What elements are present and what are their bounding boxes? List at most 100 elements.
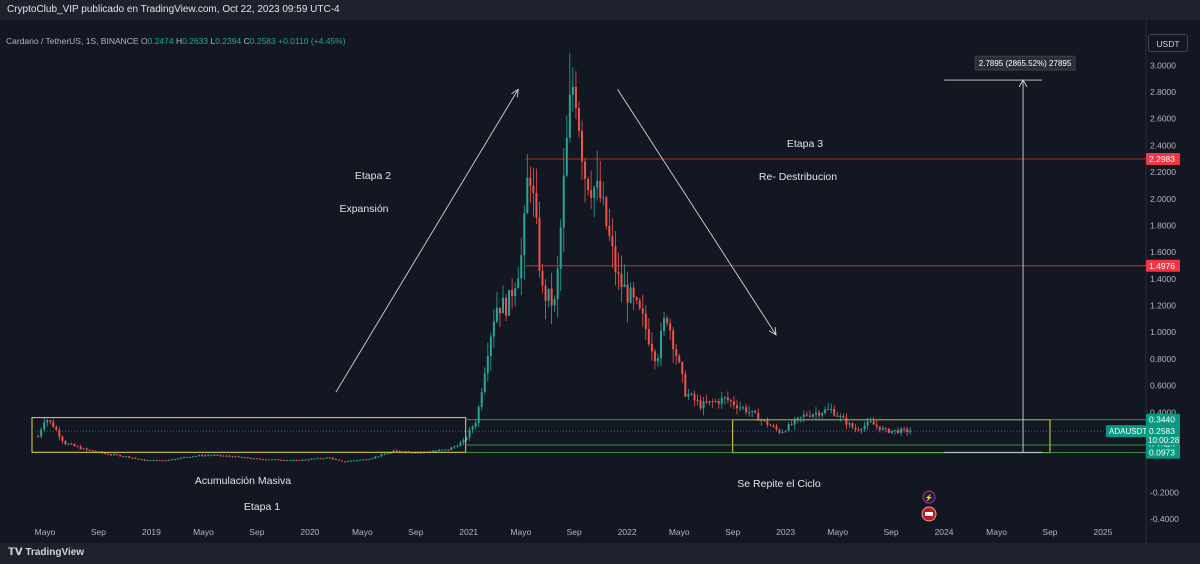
y-tick-label: 2.4000 bbox=[1150, 140, 1176, 150]
high-value: 0.2633 bbox=[182, 36, 209, 46]
candle-body bbox=[699, 400, 702, 409]
symbol-label: Cardano / TetherUS, 1S, BINANCE bbox=[6, 36, 139, 46]
candle-body bbox=[319, 458, 322, 460]
x-tick-label: Mayo bbox=[986, 527, 1007, 537]
candle-body bbox=[82, 448, 85, 450]
candle-body bbox=[453, 446, 456, 448]
x-tick-label: Sep bbox=[725, 527, 740, 537]
x-tick-label: 2022 bbox=[618, 527, 637, 537]
y-tick-label: 1.0000 bbox=[1150, 327, 1176, 337]
candle-body bbox=[678, 356, 681, 362]
low-value: 0.2394 bbox=[215, 36, 242, 46]
candle-body bbox=[781, 431, 784, 433]
candle-body bbox=[808, 415, 811, 417]
candle-body bbox=[113, 454, 116, 456]
candle-body bbox=[766, 420, 769, 425]
candle-body bbox=[517, 278, 520, 289]
candle-body bbox=[149, 460, 152, 462]
current-price-label: 0.2583 bbox=[1149, 426, 1175, 436]
candle-body bbox=[787, 424, 790, 431]
candle-body bbox=[520, 255, 523, 279]
candle-body bbox=[125, 456, 128, 458]
candle-body bbox=[565, 137, 568, 176]
candle-body bbox=[70, 443, 73, 445]
candle-body bbox=[353, 460, 356, 462]
candle-body bbox=[161, 460, 164, 462]
y-tick-label: 1.8000 bbox=[1150, 220, 1176, 230]
level-price-label: 0.3440 bbox=[1149, 415, 1175, 425]
candle-body bbox=[584, 161, 587, 179]
chart-annotation: Acumulación Masiva bbox=[195, 475, 291, 487]
candle-body bbox=[316, 458, 319, 460]
candle-body bbox=[568, 94, 571, 138]
candle-body bbox=[40, 429, 43, 437]
measure-label: 2.7895 (2865.52%) 27895 bbox=[979, 59, 1072, 68]
candle-body bbox=[647, 329, 650, 344]
candle-body bbox=[295, 459, 298, 461]
candle-body bbox=[489, 336, 492, 356]
candle-body bbox=[890, 430, 893, 433]
candle-body bbox=[182, 457, 185, 459]
candle-body bbox=[547, 288, 550, 301]
candle-body bbox=[122, 456, 125, 458]
candle-body bbox=[234, 456, 237, 458]
candle-body bbox=[337, 459, 340, 461]
candle-body bbox=[231, 456, 234, 458]
candle-body bbox=[602, 197, 605, 199]
candle-body bbox=[201, 455, 204, 457]
x-tick-label: Mayo bbox=[510, 527, 531, 537]
measure-label-box bbox=[974, 55, 1076, 71]
candle-body bbox=[237, 456, 240, 458]
candle-body bbox=[824, 409, 827, 414]
candle-body bbox=[751, 410, 754, 413]
close-value: 0.2583 bbox=[249, 36, 276, 46]
candle-body bbox=[863, 425, 866, 430]
candle-body bbox=[395, 450, 398, 452]
candle-body bbox=[903, 428, 906, 430]
candle-body bbox=[732, 401, 735, 406]
open-label: O bbox=[140, 36, 148, 46]
candle-body bbox=[155, 460, 158, 462]
candle-body bbox=[887, 428, 890, 433]
measure-arrowhead bbox=[1018, 79, 1028, 88]
candle-body bbox=[456, 446, 459, 448]
candle-body bbox=[696, 399, 699, 401]
candle-body bbox=[881, 428, 884, 430]
candle-body bbox=[365, 459, 368, 461]
currency-button[interactable]: USDT bbox=[1148, 34, 1188, 52]
candle-body bbox=[377, 456, 380, 458]
candle-body bbox=[675, 349, 678, 357]
candle-body bbox=[596, 180, 599, 188]
candle-body bbox=[884, 428, 887, 430]
candle-body bbox=[735, 405, 738, 409]
y-tick-label: 1.4000 bbox=[1150, 274, 1176, 284]
range-rectangle bbox=[31, 417, 467, 453]
candle-body bbox=[216, 454, 219, 456]
candle-body bbox=[508, 290, 511, 316]
candle-body bbox=[64, 440, 67, 445]
candle-body bbox=[587, 178, 590, 190]
candle-body bbox=[146, 460, 149, 462]
price-chart[interactable]: 3.0000 2.8000 2.6000 2.4000 2.2000 2.0000 1.80… bbox=[0, 0, 1200, 543]
candle-body bbox=[185, 456, 188, 458]
level-price-tag bbox=[1146, 413, 1180, 426]
candle-body bbox=[301, 459, 304, 461]
candle-body bbox=[623, 284, 626, 288]
candle-body bbox=[796, 417, 799, 420]
x-tick-label: Sep bbox=[567, 527, 582, 537]
candle-body bbox=[790, 424, 793, 426]
candle-body bbox=[310, 458, 313, 460]
candle-body bbox=[140, 459, 143, 461]
candle-body bbox=[268, 459, 271, 461]
footer-bar: 𝗧𝗩 TradingView bbox=[0, 543, 1200, 564]
candle-body bbox=[574, 86, 577, 108]
candle-body bbox=[590, 189, 593, 198]
candle-body bbox=[502, 297, 505, 314]
candle-body bbox=[505, 297, 508, 316]
candle-body bbox=[274, 459, 277, 461]
trend-arrowhead bbox=[768, 326, 777, 336]
candle-body bbox=[556, 268, 559, 300]
candle-body bbox=[258, 458, 261, 460]
x-tick-label: Sep bbox=[884, 527, 899, 537]
candle-body bbox=[58, 429, 61, 437]
